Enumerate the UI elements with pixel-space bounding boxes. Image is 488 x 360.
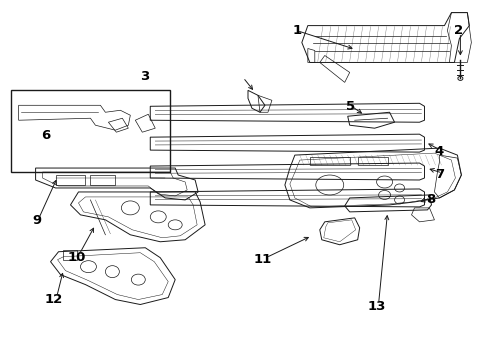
Bar	[309, 157, 349, 165]
Text: 4: 4	[434, 145, 443, 158]
Text: 8: 8	[425, 193, 434, 206]
Text: 2: 2	[453, 24, 463, 37]
Bar	[11, 90, 170, 172]
Bar	[357, 157, 387, 165]
Bar	[56, 175, 85, 185]
Bar	[90, 175, 115, 185]
Text: 7: 7	[434, 168, 443, 181]
Text: 3: 3	[140, 69, 149, 82]
Text: 5: 5	[346, 100, 355, 113]
Text: 12: 12	[44, 293, 62, 306]
Text: 11: 11	[253, 253, 272, 266]
Bar	[62, 250, 77, 260]
Text: 13: 13	[367, 300, 386, 313]
Text: 10: 10	[67, 251, 85, 264]
Text: 1: 1	[292, 24, 301, 37]
Text: 9: 9	[33, 214, 42, 227]
Text: 6: 6	[41, 129, 50, 142]
